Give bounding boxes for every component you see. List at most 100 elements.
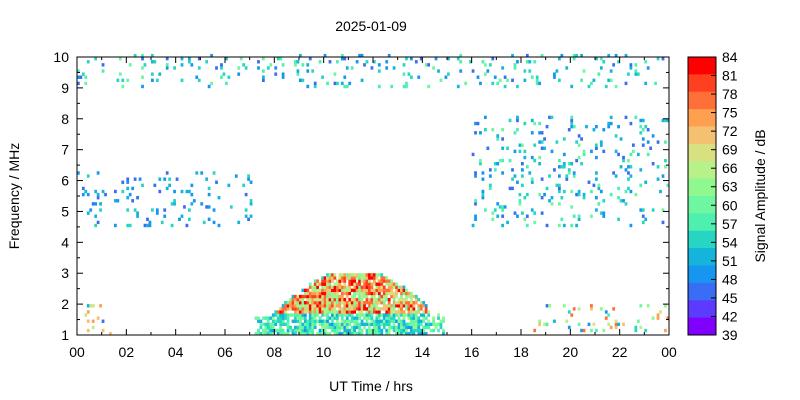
heatmap-cell — [225, 81, 228, 86]
heatmap-cell — [380, 294, 384, 299]
heatmap-cell — [345, 84, 349, 89]
heatmap-cell — [617, 60, 620, 64]
heatmap-cell — [368, 291, 371, 296]
heatmap-cell — [333, 304, 337, 308]
heatmap-cell — [328, 331, 332, 336]
heatmap-cell — [96, 316, 100, 320]
heatmap-cell — [375, 297, 379, 302]
heatmap-cell — [353, 310, 357, 314]
heatmap-cell — [338, 273, 342, 277]
heatmap-cell — [279, 328, 283, 333]
heatmap-cell — [340, 325, 344, 330]
heatmap-cell — [617, 196, 620, 200]
heatmap-cell — [355, 276, 359, 280]
heatmap-cell — [474, 199, 477, 203]
heatmap-cell — [188, 189, 191, 194]
heatmap-cell — [173, 189, 176, 194]
heatmap-cell — [333, 276, 337, 280]
heatmap-cell — [91, 319, 95, 323]
heatmap-cell — [308, 316, 312, 320]
heatmap-cell — [276, 328, 280, 333]
heatmap-cell — [553, 319, 556, 323]
heatmap-cell — [355, 331, 359, 336]
heatmap-cell — [350, 310, 354, 314]
heatmap-cell — [331, 322, 334, 327]
heatmap-cell — [387, 301, 391, 305]
x-axis: 00 02 04 06 08 10 12 14 16 18 20 22 00 — [69, 57, 677, 360]
heatmap-cell — [400, 294, 403, 299]
heatmap-cell — [308, 310, 312, 314]
heatmap-cell — [328, 276, 332, 280]
heatmap-cell — [301, 316, 305, 320]
heatmap-cell — [299, 313, 302, 317]
heatmap-cell — [368, 288, 371, 293]
heatmap-cell — [496, 162, 500, 166]
heatmap-cell — [370, 331, 374, 336]
heatmap-cell — [387, 53, 391, 58]
heatmap-cell — [340, 273, 344, 277]
heatmap-cell — [303, 304, 307, 308]
heatmap-cell — [126, 223, 130, 228]
heatmap-cell — [405, 84, 408, 89]
heatmap-cell — [296, 310, 300, 314]
heatmap-cell — [501, 223, 505, 228]
heatmap-cell — [279, 310, 283, 314]
heatmap-cell — [259, 319, 263, 323]
heatmap-cell — [336, 322, 339, 327]
heatmap-cell — [350, 304, 354, 308]
heatmap-cell — [471, 223, 475, 228]
heatmap-cell — [365, 313, 369, 317]
heatmap-cell — [397, 313, 401, 317]
heatmap-cell — [279, 307, 283, 311]
heatmap-cell — [284, 313, 287, 317]
heatmap-cell — [331, 279, 334, 283]
heatmap-cell — [513, 66, 517, 70]
heatmap-cell — [303, 313, 307, 317]
heatmap-cell — [365, 328, 369, 333]
heatmap-cell — [377, 313, 381, 317]
heatmap-cell — [291, 307, 295, 311]
heatmap-cell — [656, 313, 660, 317]
heatmap-cell — [577, 192, 581, 197]
heatmap-cell — [276, 310, 280, 314]
heatmap-cell — [407, 291, 411, 296]
heatmap-cell — [550, 149, 554, 154]
heatmap-cell — [491, 211, 495, 215]
heatmap-cell — [306, 63, 310, 67]
heatmap-cell — [170, 223, 174, 228]
heatmap-cell — [266, 319, 270, 323]
heatmap-cell — [395, 288, 398, 293]
heatmap-cell — [412, 328, 416, 333]
heatmap-cell — [535, 75, 539, 79]
heatmap-cell — [316, 319, 320, 323]
heatmap-cell — [126, 208, 130, 212]
heatmap-cell — [400, 325, 403, 330]
heatmap-cell — [390, 291, 394, 296]
heatmap-cell — [340, 291, 344, 296]
heatmap-cell — [343, 328, 347, 333]
heatmap-cell — [318, 310, 322, 314]
heatmap-cell — [666, 316, 670, 320]
heatmap-cell — [308, 57, 312, 61]
heatmap-cell — [96, 171, 100, 175]
heatmap-cell — [350, 288, 354, 293]
heatmap-cell — [395, 319, 398, 323]
heatmap-cell — [488, 63, 492, 67]
heatmap-cell — [400, 285, 403, 289]
heatmap-cell — [294, 307, 297, 311]
heatmap-cell — [306, 325, 310, 330]
heatmap-cell — [343, 313, 347, 317]
heatmap-cell — [516, 118, 519, 123]
heatmap-cell — [360, 276, 364, 280]
heatmap-cell — [348, 282, 352, 286]
heatmap-cell — [518, 199, 522, 203]
heatmap-cell — [308, 328, 312, 333]
heatmap-cell — [395, 285, 398, 289]
heatmap-cell — [439, 78, 443, 83]
heatmap-cell — [407, 316, 411, 320]
heatmap-cell — [368, 325, 371, 330]
heatmap-cell — [303, 319, 307, 323]
heatmap-cell — [624, 202, 628, 206]
heatmap-cell — [350, 273, 354, 277]
